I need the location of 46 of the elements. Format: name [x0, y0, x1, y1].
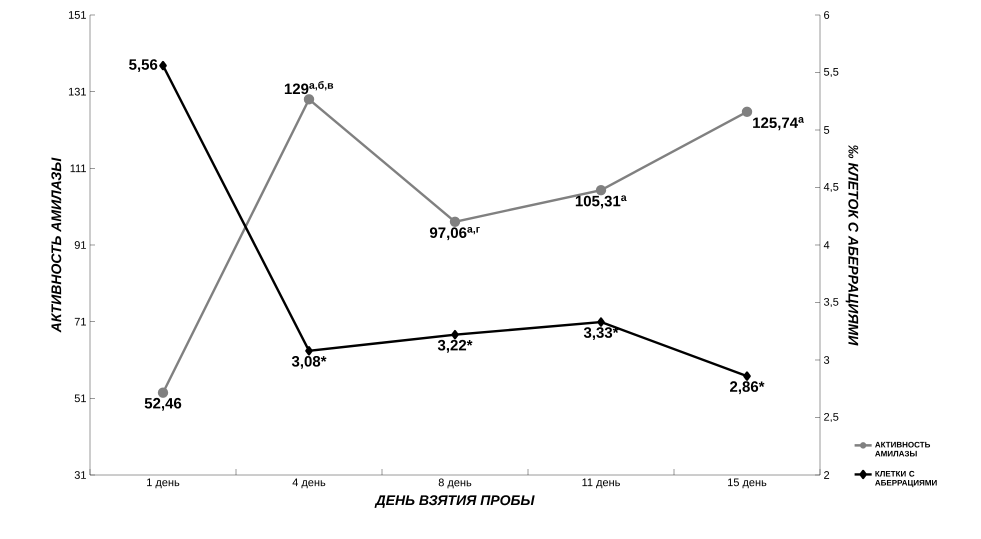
point	[450, 216, 460, 227]
legend-label: КЛЕТКИ С АБЕРРАЦИЯМИ	[875, 470, 937, 488]
y-tick-label: 91	[74, 241, 86, 249]
legend-label: АКТИВНОСТЬ АМИЛАЗЫ	[875, 442, 930, 456]
y2-axis-title: ‰ КЛЕТОК С АБЕРРАЦИЯМИ	[846, 145, 858, 346]
y-tick-label: 111	[70, 164, 86, 172]
data-label: 3,08*	[292, 356, 326, 369]
y2-tick-label: 2,5	[824, 412, 838, 422]
data-label: 3,33*	[584, 327, 618, 340]
x-axis-title: ДЕНЬ ВЗЯТИЯ ПРОБЫ	[374, 495, 535, 508]
x-tick-label: 8 день	[438, 478, 472, 488]
point	[597, 317, 605, 327]
x-tick-label: 4 день	[292, 478, 326, 488]
y-tick-label: 151	[68, 11, 86, 19]
y2-tick-label: 3,5	[824, 298, 838, 308]
point	[305, 346, 313, 356]
data-label: 129$^{а,б,в}$	[284, 81, 334, 94]
point	[159, 60, 167, 70]
data-label: 5,56	[129, 59, 158, 72]
point	[451, 330, 459, 340]
y2-tick-label: 5,5	[824, 68, 838, 77]
y2-tick-label: 4	[824, 241, 830, 249]
x-tick-label: 15 день	[728, 478, 766, 488]
data-label: 3,22*	[438, 340, 472, 353]
x-tick-label: 11 день	[582, 478, 620, 488]
y-tick-label: 71	[74, 318, 86, 326]
y2-tick-label: 2	[824, 471, 830, 479]
x-tick-label: 1 день	[147, 478, 180, 488]
data-label: 97,06$^{а,г}$	[430, 226, 480, 240]
y-axis-title: АКТИВНОСТЬ АМИЛАЗЫ	[51, 157, 62, 333]
point	[304, 94, 314, 105]
y2-tick-label: 4,5	[824, 183, 838, 192]
point	[742, 106, 752, 118]
point	[743, 371, 751, 381]
data-label: 125,74$^{а}$	[753, 117, 804, 130]
data-label: 52,46	[144, 398, 182, 411]
data-label: 2,86*	[730, 381, 764, 394]
y2-tick-label: 3	[824, 356, 830, 364]
y2-tick-label: 5	[824, 126, 830, 134]
y2-tick-label: 6	[824, 11, 830, 19]
data-label: 105,31$^{а}$	[576, 195, 627, 209]
y-tick-label: 51	[74, 394, 86, 402]
point	[158, 388, 168, 398]
y-tick-label: 31	[74, 471, 86, 479]
point	[596, 184, 606, 196]
y-tick-label: 131	[68, 88, 86, 96]
